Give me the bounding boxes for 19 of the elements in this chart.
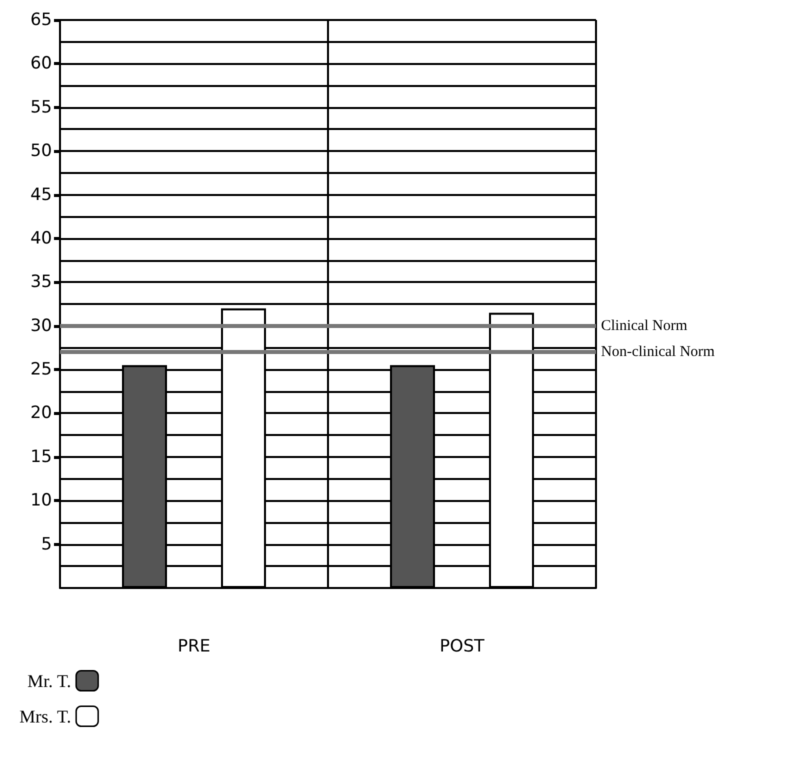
y-tick-label: 15 [30,446,52,467]
y-tick-label: 45 [30,184,52,205]
ref-line-label: Clinical Norm [601,318,688,334]
x-tick-label: POST [440,636,486,656]
ref-line-label: Non-clinical Norm [601,344,716,360]
y-tick-label: 25 [30,360,52,380]
y-tick-label: 65 [30,10,52,30]
y-tick-label: 5 [41,534,52,554]
y-tick-label: 35 [30,272,52,292]
y-tick-label: 20 [30,403,52,424]
y-tick-label: 40 [30,228,52,248]
y-tick-label: 50 [30,141,52,162]
legend-label: Mrs. T. [19,706,72,726]
legend-label: Mr. T. [27,670,72,691]
x-tick-label: PRE [178,636,210,656]
y-tick-label: 10 [30,490,52,511]
y-tick-label: 60 [30,54,52,74]
y-tick-label: 55 [30,97,52,118]
y-tick-label: 30 [30,316,52,336]
